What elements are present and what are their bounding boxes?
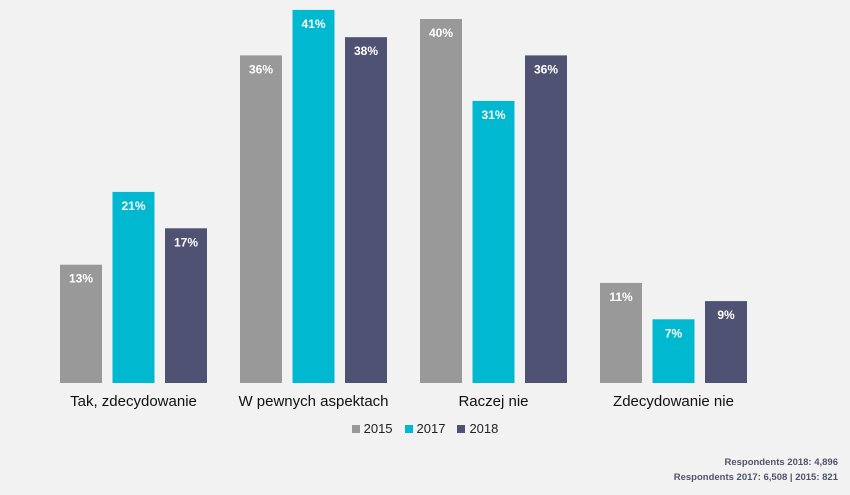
bar-2015-1 [240,55,282,384]
bar-data-label: 36% [249,62,273,76]
category-label: Zdecydowanie nie [613,393,734,410]
respondents-footnote-2018: Respondents 2018: 4,896 [724,457,838,468]
legend-label: 2015 [363,421,393,436]
legend-label: 2017 [416,421,446,436]
bar-2015-3 [600,282,642,383]
bar-data-label: 9% [717,308,735,322]
bar-2017-0 [112,191,155,383]
bar-data-label: 11% [609,290,633,304]
bar-2017-3 [652,319,695,383]
bar-data-label: 17% [174,235,198,249]
bar-data-label: 31% [481,108,505,122]
bar-data-label: 41% [301,17,325,31]
bar-2017-1 [292,9,335,384]
bar-2017-2 [472,100,515,384]
legend-item-2015: 2015 [351,421,393,436]
category-label: Raczej nie [458,393,528,410]
bar-data-label: 38% [354,44,378,58]
legend-item-2017: 2017 [404,421,446,436]
bar-2015-0 [60,264,102,383]
bar-data-label: 13% [69,272,93,286]
legend-swatch-2015 [351,424,360,433]
bar-2018-0 [165,228,207,383]
respondents-footnote-2017-2015: Respondents 2017: 6,508 | 2015: 821 [673,472,838,483]
legend: 2015 2017 2018 [0,421,850,436]
bar-2018-1 [345,37,387,383]
legend-swatch-2018 [457,424,466,433]
bar-data-label: 40% [429,26,453,40]
bar-data-label: 7% [665,326,683,340]
bar-2018-2 [525,55,567,384]
legend-swatch-2017 [404,424,413,433]
category-label: W pewnych aspektach [238,393,388,410]
bar-2018-3 [705,301,747,383]
bar-data-label: 21% [121,199,145,213]
bar-2015-2 [420,19,462,383]
legend-label: 2018 [469,421,499,436]
legend-item-2018: 2018 [457,421,498,436]
bar-data-label: 36% [534,62,558,76]
category-label: Tak, zdecydowanie [70,393,197,410]
